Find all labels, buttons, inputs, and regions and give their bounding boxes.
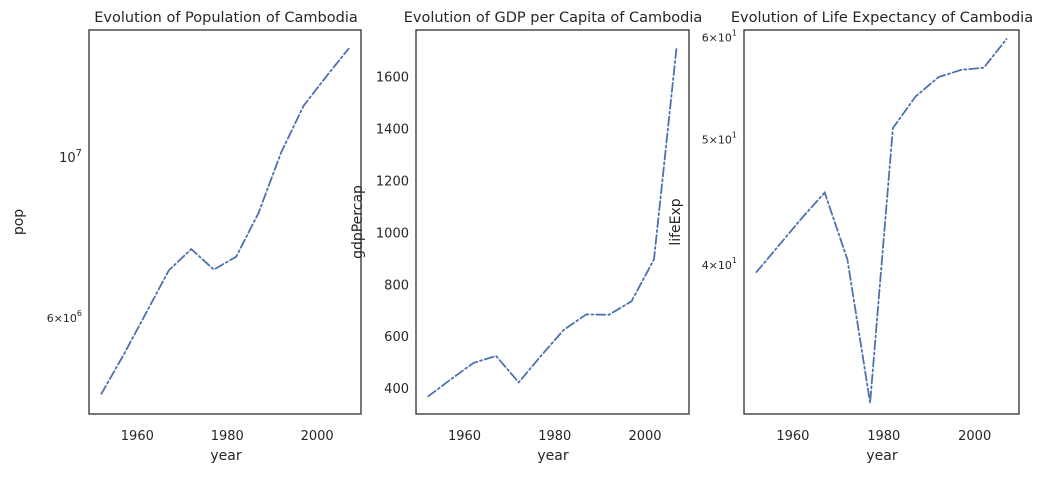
gdp-panel: Evolution of GDP per Capita of Cambodia … <box>350 10 702 464</box>
life-expectancy-series-line <box>755 38 1008 403</box>
life-expectancy-chart-title: Evolution of Life Expectancy of Cambodia <box>731 10 1033 26</box>
gdp-y-tick-label: 1200 <box>376 174 409 189</box>
life-expectancy-x-tick-label: 2000 <box>958 429 991 444</box>
gdp-y-tick-label: 800 <box>384 278 409 293</box>
population-chart-title: Evolution of Population of Cambodia <box>94 10 358 26</box>
life-expectancy-x-tick-label: 1960 <box>776 429 809 444</box>
life-expectancy-y-tick-exponent: 1 <box>732 131 737 140</box>
population-y-tick-base: 6×10 <box>47 312 77 325</box>
life-expectancy-x-axis-label: year <box>866 448 897 464</box>
population-x-axis-label: year <box>210 448 241 464</box>
gdp-x-tick-label: 1960 <box>448 429 481 444</box>
population-y-axis-label: pop <box>11 209 27 235</box>
population-series-line <box>100 47 350 395</box>
population-y-tick-exponent: 7 <box>76 148 82 159</box>
population-x-tick-label: 2000 <box>301 429 334 444</box>
gdp-y-tick-label: 1600 <box>376 71 409 86</box>
life-expectancy-y-tick-exponent: 1 <box>732 29 737 38</box>
gdp-chart-title: Evolution of GDP per Capita of Cambodia <box>404 10 703 26</box>
gdp-y-axis-label: gdpPercap <box>350 185 366 259</box>
gdp-ticks: 1960 1980 2000 400 600 800 1000 1200 1400 1600 <box>376 71 662 444</box>
gdp-y-tick-label: 600 <box>384 330 409 345</box>
life-expectancy-y-tick-label: 5×101 <box>702 131 737 147</box>
life-expectancy-x-tick-label: 1980 <box>867 429 900 444</box>
population-x-tick-label: 1980 <box>211 429 244 444</box>
life-expectancy-panel: Evolution of Life Expectancy of Cambodia… <box>668 10 1033 464</box>
gdp-x-tick-label: 1980 <box>538 429 571 444</box>
life-expectancy-y-axis-label: lifeExp <box>668 198 684 245</box>
population-y-tick-label: 6×106 <box>47 309 82 325</box>
population-y-tick-exponent: 6 <box>77 309 82 318</box>
gdp-axes-frame <box>415 29 690 415</box>
population-x-tick-label: 1960 <box>121 429 154 444</box>
life-expectancy-y-tick-exponent: 1 <box>732 256 737 265</box>
gdp-y-tick-label: 1000 <box>376 226 409 241</box>
population-ticks: 1960 1980 2000 107 6×106 <box>47 148 334 444</box>
gdp-y-tick-label: 1400 <box>376 123 409 138</box>
gdp-series-line <box>427 46 678 398</box>
life-expectancy-y-tick-base: 4×10 <box>702 259 732 272</box>
life-expectancy-y-tick-base: 6×10 <box>702 32 732 45</box>
life-expectancy-axes-frame <box>743 29 1020 415</box>
gdp-x-tick-label: 2000 <box>628 429 661 444</box>
life-expectancy-y-tick-label: 4×101 <box>702 256 737 272</box>
population-panel: Evolution of Population of Cambodia 1960… <box>11 10 362 464</box>
life-expectancy-y-tick-base: 5×10 <box>702 134 732 147</box>
gdp-y-tick-label: 400 <box>384 382 409 397</box>
life-expectancy-y-tick-label: 6×101 <box>702 29 737 45</box>
population-y-tick-label: 107 <box>59 148 82 166</box>
population-axes-frame <box>88 29 362 415</box>
population-y-tick-base: 10 <box>59 151 76 166</box>
gdp-x-axis-label: year <box>537 448 568 464</box>
